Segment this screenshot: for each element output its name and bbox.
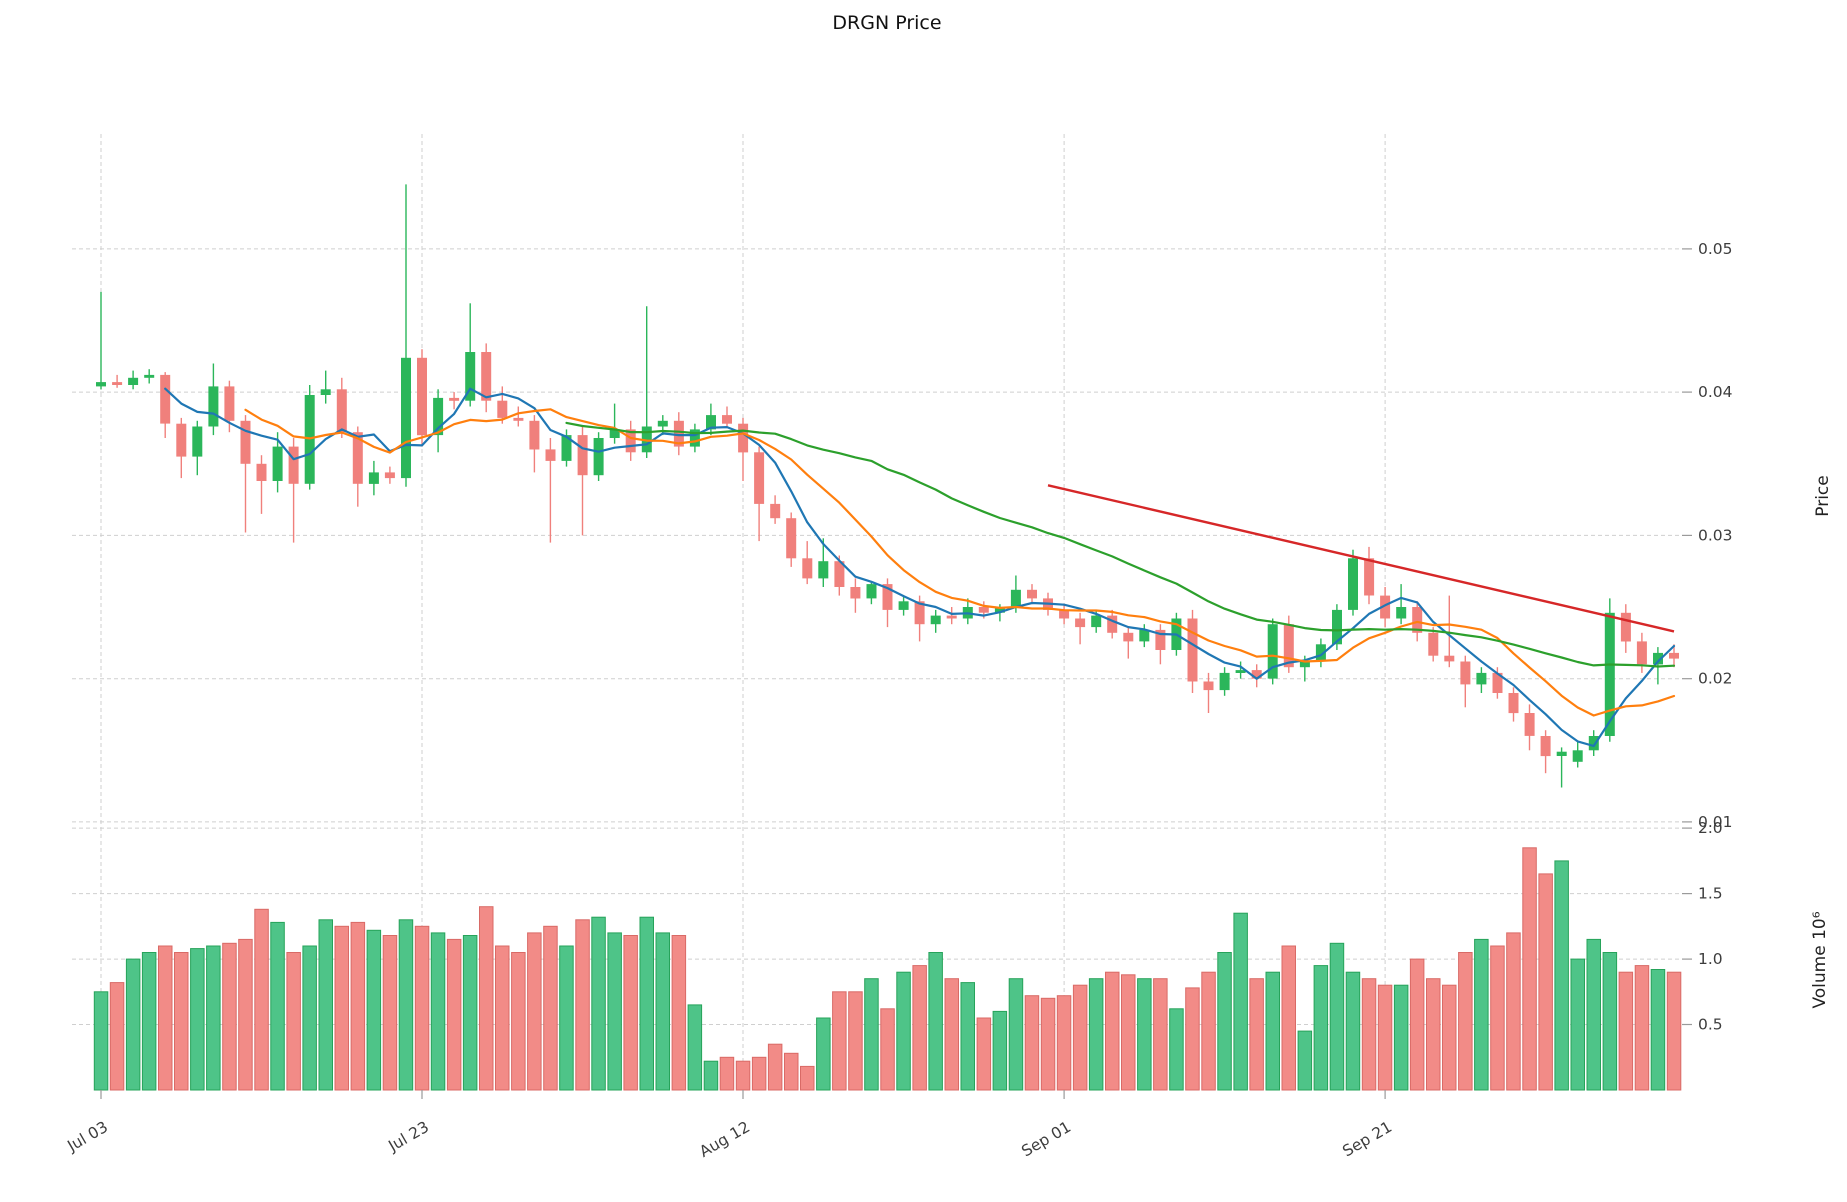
candles: [96, 184, 1679, 788]
sma-fast-line: [164, 387, 1676, 748]
volume-bars: [93, 847, 1682, 1091]
volume-tick-label: 1.0: [1698, 950, 1723, 968]
resistance-trendline: [1047, 484, 1675, 633]
price-tick-label: 0.03: [1698, 526, 1733, 544]
date-tick-label: Sep 21: [1339, 1118, 1395, 1161]
date-tick-label: Aug 12: [696, 1118, 753, 1161]
axis-ticks: [100, 248, 1692, 1099]
date-tick-label: Sep 01: [1018, 1118, 1074, 1161]
price-tick-label: 0.02: [1698, 670, 1733, 688]
volume-tick-label: 0.5: [1698, 1016, 1723, 1034]
date-tick-label: Jul 03: [64, 1118, 111, 1156]
sma-slow-line: [565, 421, 1676, 668]
volume-tick-label: 1.5: [1698, 885, 1723, 903]
price-tick-label: 0.04: [1698, 383, 1733, 401]
price-tick-label: 0.05: [1698, 240, 1733, 258]
chart-title: DRGN Price: [832, 12, 942, 34]
sma-mid-line: [244, 408, 1676, 717]
volume-tick-label: 2.0: [1698, 819, 1723, 837]
axis-tick-labels: 0.01 0.02 0.03 0.04 0.05 0.5 1.0 1.5 2.0 Jul 03 Ju…: [64, 240, 1733, 1161]
date-tick-label: Jul 23: [385, 1118, 432, 1156]
price-tick-label: 0.01: [1698, 813, 1733, 831]
